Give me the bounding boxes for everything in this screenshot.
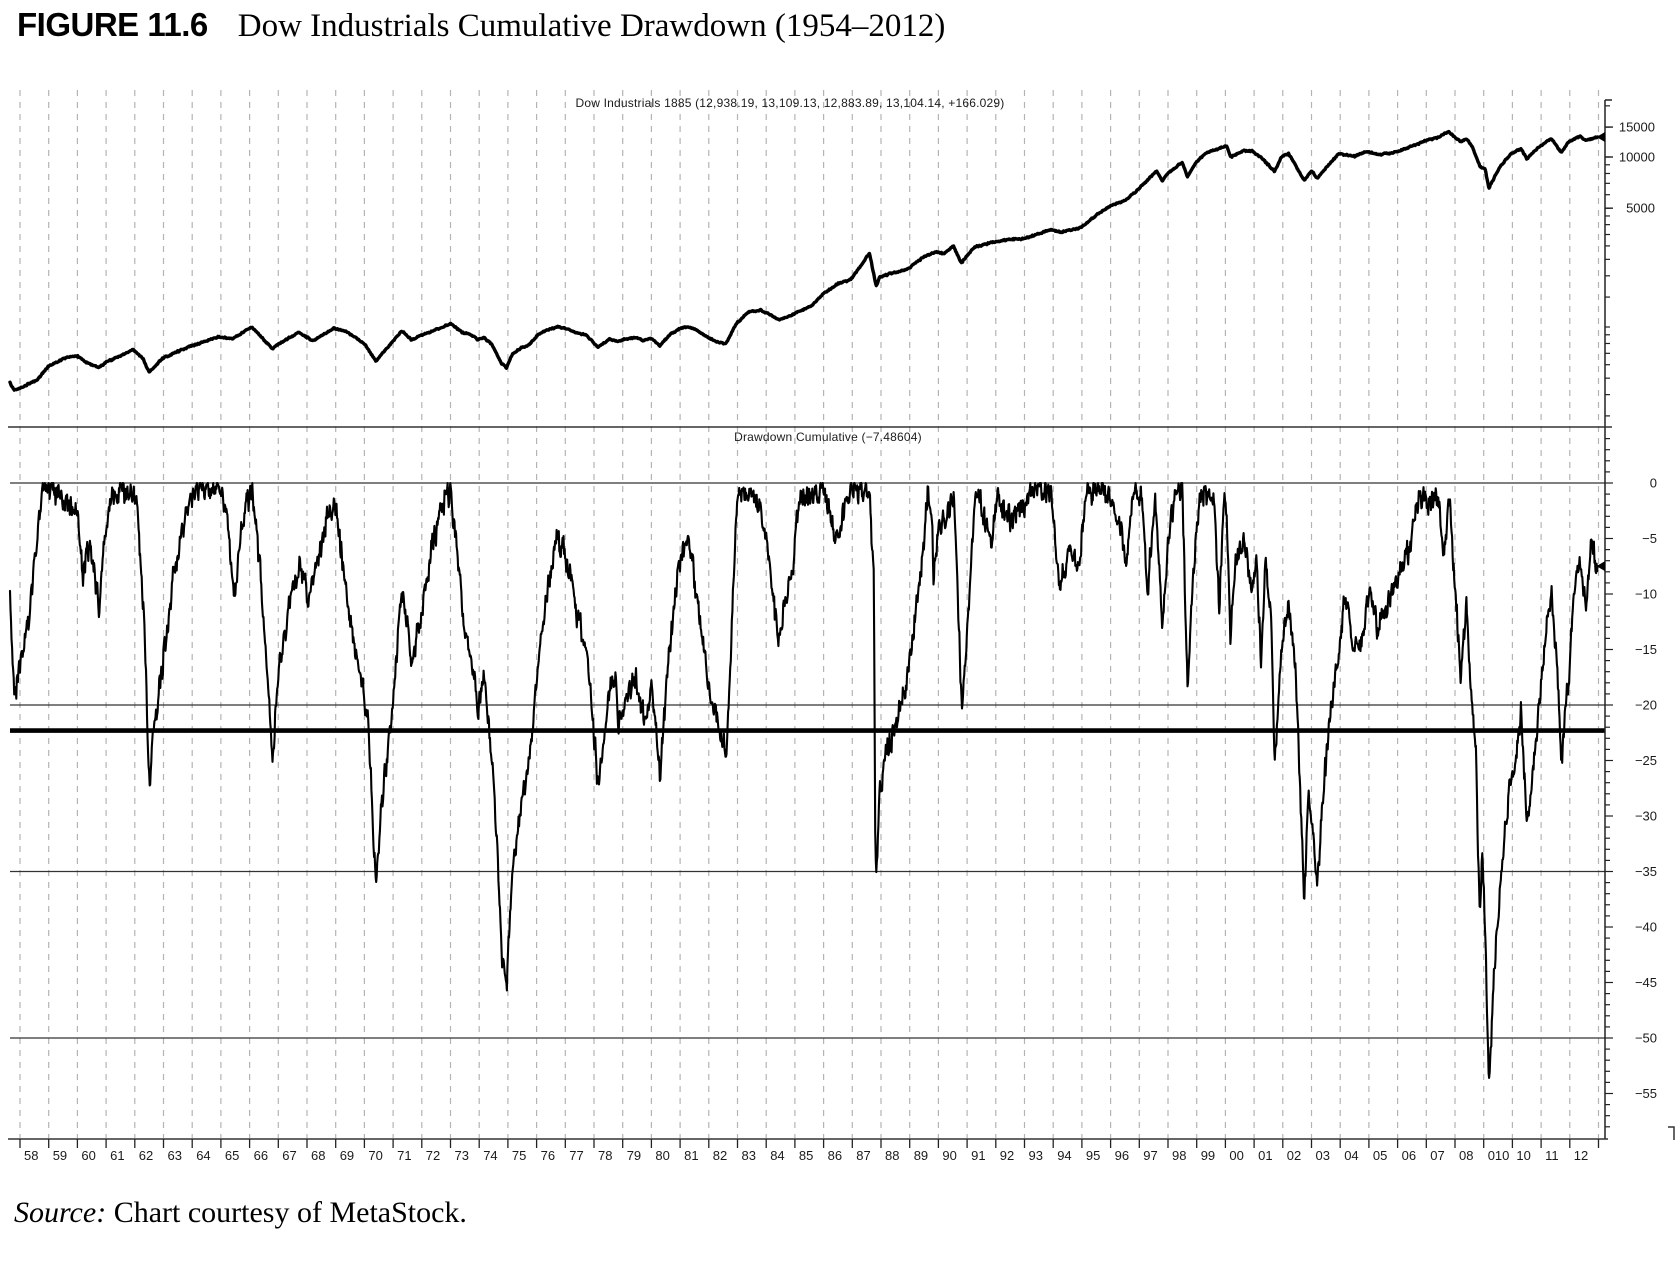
source-line: Source: Chart courtesy of MetaStock. — [14, 1196, 467, 1230]
drawdown-tick-label: −50 — [1635, 1031, 1657, 1046]
year-tick-label: 94 — [1057, 1148, 1071, 1163]
year-tick-label: 06 — [1402, 1148, 1416, 1163]
year-tick-label: 80 — [655, 1148, 669, 1163]
year-tick-label: 96 — [1115, 1148, 1129, 1163]
year-tick-label: 03 — [1316, 1148, 1330, 1163]
drawdown-panel-title: Drawdown Cumulative (−7.48604) — [734, 430, 922, 444]
year-tick-label: 77 — [569, 1148, 583, 1163]
price-tick-label: 10000 — [1619, 150, 1655, 165]
drawdown-tick-label: −5 — [1642, 531, 1657, 546]
drawdown-tick-label: −10 — [1635, 587, 1657, 602]
year-tick-label: 66 — [254, 1148, 268, 1163]
year-tick-label: 010 — [1488, 1148, 1510, 1163]
drawdown-tick-label: 0 — [1650, 476, 1657, 491]
year-tick-label: 84 — [770, 1148, 784, 1163]
year-tick-label: 60 — [81, 1148, 95, 1163]
year-tick-label: 58 — [24, 1148, 38, 1163]
figure-label: FIGURE 11.6 — [17, 6, 208, 43]
drawdown-tick-label: −40 — [1635, 920, 1657, 935]
year-tick-label: 85 — [799, 1148, 813, 1163]
figure-header: FIGURE 11.6 Dow Industrials Cumulative D… — [17, 6, 945, 45]
year-tick-label: 72 — [426, 1148, 440, 1163]
year-tick-label: 62 — [139, 1148, 153, 1163]
year-tick-label: 83 — [742, 1148, 756, 1163]
year-tick-label: 08 — [1459, 1148, 1473, 1163]
year-tick-label: 81 — [684, 1148, 698, 1163]
year-tick-label: 12 — [1574, 1148, 1588, 1163]
drawdown-series-line — [8, 481, 1599, 1079]
frame-corner — [1668, 1126, 1675, 1140]
source-text: Chart courtesy of MetaStock. — [106, 1196, 467, 1229]
year-tick-label: 88 — [885, 1148, 899, 1163]
year-tick-label: 02 — [1287, 1148, 1301, 1163]
price-series-line — [8, 129, 1600, 392]
year-tick-label: 74 — [483, 1148, 497, 1163]
year-tick-label: 92 — [1000, 1148, 1014, 1163]
year-tick-label: 00 — [1229, 1148, 1243, 1163]
drawdown-tick-label: −20 — [1635, 698, 1657, 713]
year-tick-label: 89 — [914, 1148, 928, 1163]
year-tick-label: 05 — [1373, 1148, 1387, 1163]
price-last-value-marker — [1596, 132, 1605, 143]
drawdown-tick-label: −15 — [1635, 642, 1657, 657]
drawdown-tick-label: −25 — [1635, 753, 1657, 768]
year-tick-label: 95 — [1086, 1148, 1100, 1163]
year-tick-label: 11 — [1545, 1148, 1559, 1163]
figure-title: Dow Industrials Cumulative Drawdown (195… — [237, 8, 946, 44]
year-tick-label: 04 — [1344, 1148, 1358, 1163]
year-tick-label: 71 — [397, 1148, 411, 1163]
price-panel-title: Dow Industrials 1885 (12,938.19, 13,109.… — [575, 96, 1005, 110]
year-tick-label: 64 — [196, 1148, 210, 1163]
year-tick-label: 78 — [598, 1148, 612, 1163]
year-tick-label: 61 — [110, 1148, 124, 1163]
year-tick-label: 01 — [1258, 1148, 1272, 1163]
year-tick-label: 87 — [856, 1148, 870, 1163]
drawdown-tick-label: −45 — [1635, 975, 1657, 990]
year-tick-label: 67 — [282, 1148, 296, 1163]
year-tick-label: 99 — [1201, 1148, 1215, 1163]
year-tick-label: 97 — [1143, 1148, 1157, 1163]
year-tick-label: 90 — [942, 1148, 956, 1163]
year-tick-label: 63 — [168, 1148, 182, 1163]
year-tick-label: 73 — [455, 1148, 469, 1163]
year-tick-label: 68 — [311, 1148, 325, 1163]
drawdown-tick-label: −35 — [1635, 864, 1657, 879]
year-tick-label: 75 — [512, 1148, 526, 1163]
year-tick-label: 98 — [1172, 1148, 1186, 1163]
price-tick-label: 15000 — [1619, 120, 1655, 135]
year-tick-label: 70 — [368, 1148, 382, 1163]
year-tick-label: 86 — [828, 1148, 842, 1163]
year-tick-label: 82 — [713, 1148, 727, 1163]
year-tick-label: 69 — [340, 1148, 354, 1163]
year-tick-label: 79 — [627, 1148, 641, 1163]
year-tick-label: 65 — [225, 1148, 239, 1163]
drawdown-tick-label: −30 — [1635, 809, 1657, 824]
year-tick-label: 91 — [971, 1148, 985, 1163]
year-tick-label: 10 — [1516, 1148, 1530, 1163]
drawdown-last-value-marker — [1596, 561, 1605, 572]
year-tick-label: 59 — [53, 1148, 67, 1163]
source-prefix: Source: — [14, 1196, 107, 1229]
price-tick-label: 5000 — [1626, 201, 1655, 216]
year-tick-label: 76 — [541, 1148, 555, 1163]
year-tick-label: 07 — [1430, 1148, 1444, 1163]
year-tick-label: 93 — [1029, 1148, 1043, 1163]
drawdown-tick-label: −55 — [1635, 1086, 1657, 1101]
